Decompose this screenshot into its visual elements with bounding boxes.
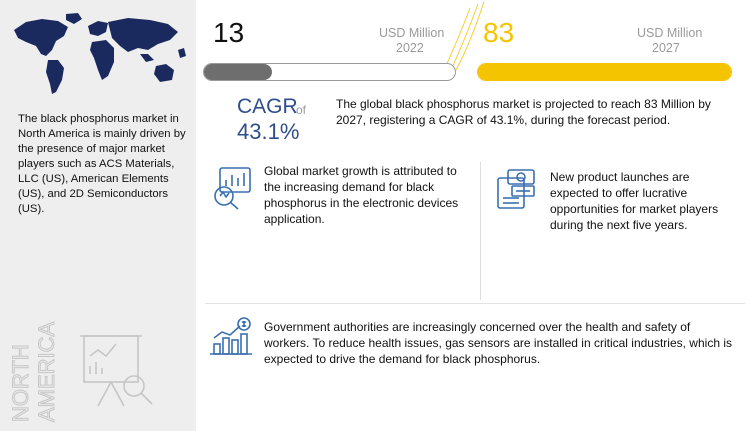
world-map-icon <box>14 13 186 94</box>
column-divider <box>480 162 481 300</box>
region-label-north: NORTH <box>8 344 33 422</box>
market-projection-text: The global black phosphorus market is pr… <box>336 97 711 127</box>
decorative-lines <box>443 1 485 72</box>
start-bar-fill <box>204 64 272 80</box>
start-unit: USD Million <box>379 26 445 40</box>
region-label: NORTH AMERICA <box>8 321 60 423</box>
start-bar-track <box>203 63 456 81</box>
analytics-magnifier-icon <box>214 167 251 210</box>
cagr-value: 43.1% <box>237 119 300 144</box>
left-panel: The black phosphorus market in North Ame… <box>0 0 196 431</box>
end-bar-track <box>477 63 732 81</box>
region-label-america: AMERICA <box>34 321 59 422</box>
growth-bar-chart-icon <box>210 317 252 355</box>
money-document-icon <box>497 169 535 209</box>
end-value: 83 <box>483 17 515 48</box>
presentation-board-icon <box>80 335 153 407</box>
start-value: 13 <box>213 17 245 48</box>
start-year: 2022 <box>396 41 424 55</box>
cagr-label: CAGR <box>237 95 298 118</box>
end-bar-fill <box>478 64 731 80</box>
card-product-launches-text: New product launches are expected to off… <box>550 170 719 232</box>
end-unit: USD Million <box>637 26 703 40</box>
region-description: The black phosphorus market in North Ame… <box>18 113 186 215</box>
card-government-text: Government authorities are increasingly … <box>264 320 732 366</box>
end-year: 2027 <box>652 41 680 55</box>
card-market-growth-text: Global market growth is attributed to th… <box>264 164 459 226</box>
row-divider <box>205 303 745 304</box>
cagr-of: of <box>296 103 307 117</box>
